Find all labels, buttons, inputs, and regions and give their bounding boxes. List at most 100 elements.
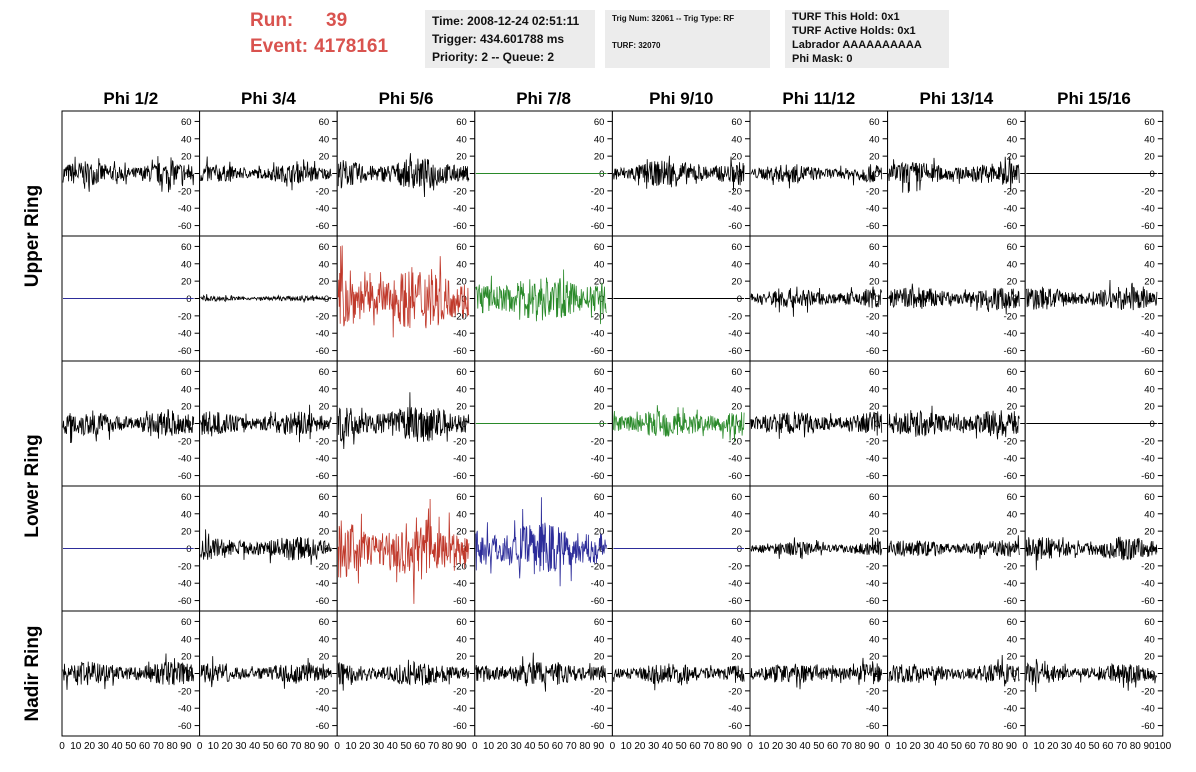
y-tick-label: -40: [453, 704, 467, 715]
y-tick-label: 40: [594, 134, 605, 145]
y-tick-label: 20: [1144, 402, 1155, 413]
x-tick-label: 10: [208, 741, 220, 752]
y-tick-label: 60: [1007, 617, 1018, 628]
y-tick-label: 20: [594, 527, 605, 538]
trig-num-panel: Trig Num: 32061 -- Trig Type: RF TURF: 3…: [605, 10, 770, 68]
y-tick-label: -20: [591, 686, 605, 697]
y-tick-label: -60: [1141, 346, 1155, 357]
y-tick-label: -60: [866, 471, 880, 482]
waveform-trace: [337, 392, 470, 450]
y-tick-label: 0: [874, 294, 879, 305]
y-tick-label: -20: [1141, 186, 1155, 197]
y-tick-label: 40: [456, 134, 467, 145]
x-tick-label: 40: [1075, 741, 1087, 752]
x-tick-label: 0: [334, 741, 340, 752]
y-tick-label: 20: [1144, 652, 1155, 663]
y-tick-label: 60: [456, 617, 467, 628]
y-tick-label: -40: [453, 329, 467, 340]
column-header: Phi 13/14: [920, 89, 994, 108]
y-tick-label: -60: [866, 596, 880, 607]
y-tick-label: 20: [319, 402, 330, 413]
x-tick-label: 70: [566, 741, 578, 752]
y-tick-label: 60: [319, 492, 330, 503]
y-tick-label: 40: [456, 634, 467, 645]
y-tick-label: 40: [869, 509, 880, 520]
y-tick-label: -40: [315, 704, 329, 715]
y-tick-label: 0: [1150, 169, 1155, 180]
y-tick-label: 20: [1007, 527, 1018, 538]
waveform-trace: [750, 164, 883, 189]
panel-frame: [887, 610, 1026, 737]
column-header: Phi 1/2: [103, 89, 158, 108]
y-tick-label: -60: [453, 596, 467, 607]
y-tick-label: -40: [178, 204, 192, 215]
y-tick-label: 60: [869, 367, 880, 378]
ring-label: Lower Ring: [22, 434, 43, 537]
y-tick-label: -60: [866, 221, 880, 232]
y-tick-label: -40: [1141, 454, 1155, 465]
y-tick-label: 20: [319, 277, 330, 288]
y-tick-label: -40: [1141, 329, 1155, 340]
y-tick-label: -20: [453, 561, 467, 572]
y-tick-label: 60: [1144, 367, 1155, 378]
y-tick-label: 60: [869, 617, 880, 628]
x-tick-label: 60: [689, 741, 701, 752]
waveform-trace: [613, 663, 745, 691]
x-tick-label: 70: [1116, 741, 1128, 752]
y-tick-label: 60: [1007, 367, 1018, 378]
y-tick-label: -20: [453, 311, 467, 322]
y-tick-label: 40: [319, 259, 330, 270]
y-tick-label: -20: [178, 186, 192, 197]
y-tick-label: 20: [1007, 402, 1018, 413]
y-tick-label: -20: [315, 686, 329, 697]
y-tick-label: 0: [324, 169, 329, 180]
y-tick-label: 40: [731, 509, 742, 520]
y-tick-label: -60: [1141, 596, 1155, 607]
y-tick-label: -20: [728, 186, 742, 197]
waveform-trace: [200, 156, 332, 191]
y-tick-label: -60: [591, 721, 605, 732]
x-tick-label: 10: [1033, 741, 1045, 752]
waveform-trace: [62, 408, 195, 444]
y-tick-label: 60: [869, 492, 880, 503]
waveform-trace: [888, 405, 1020, 440]
y-tick-label: -20: [591, 186, 605, 197]
x-tick-label: 10: [70, 741, 82, 752]
y-tick-label: 40: [319, 384, 330, 395]
y-tick-label: -20: [453, 686, 467, 697]
x-tick-label: 0: [59, 741, 65, 752]
y-tick-label: 60: [594, 242, 605, 253]
y-tick-label: -40: [178, 579, 192, 590]
x-tick-label: 50: [400, 741, 412, 752]
x-tick-label: 20: [1047, 741, 1059, 752]
y-tick-label: 40: [869, 134, 880, 145]
y-tick-label: 40: [319, 134, 330, 145]
waveform-trace: [62, 653, 195, 690]
y-tick-label: -20: [178, 311, 192, 322]
y-tick-label: 20: [1144, 527, 1155, 538]
panel-frame: [61, 360, 201, 487]
y-tick-label: 40: [1144, 634, 1155, 645]
y-tick-label: -40: [728, 579, 742, 590]
x-tick-label: 0: [885, 741, 891, 752]
y-tick-label: 40: [1007, 509, 1018, 520]
y-tick-label: 60: [319, 242, 330, 253]
y-tick-label: 60: [1144, 492, 1155, 503]
y-tick-label: -20: [728, 311, 742, 322]
panel-frame: [749, 110, 889, 237]
x-tick-label: 60: [827, 741, 839, 752]
y-tick-label: -60: [178, 721, 192, 732]
y-tick-label: -60: [315, 596, 329, 607]
panel-frame: [887, 110, 1026, 237]
waveform-trace: [475, 497, 607, 587]
x-tick-label: 50: [538, 741, 550, 752]
